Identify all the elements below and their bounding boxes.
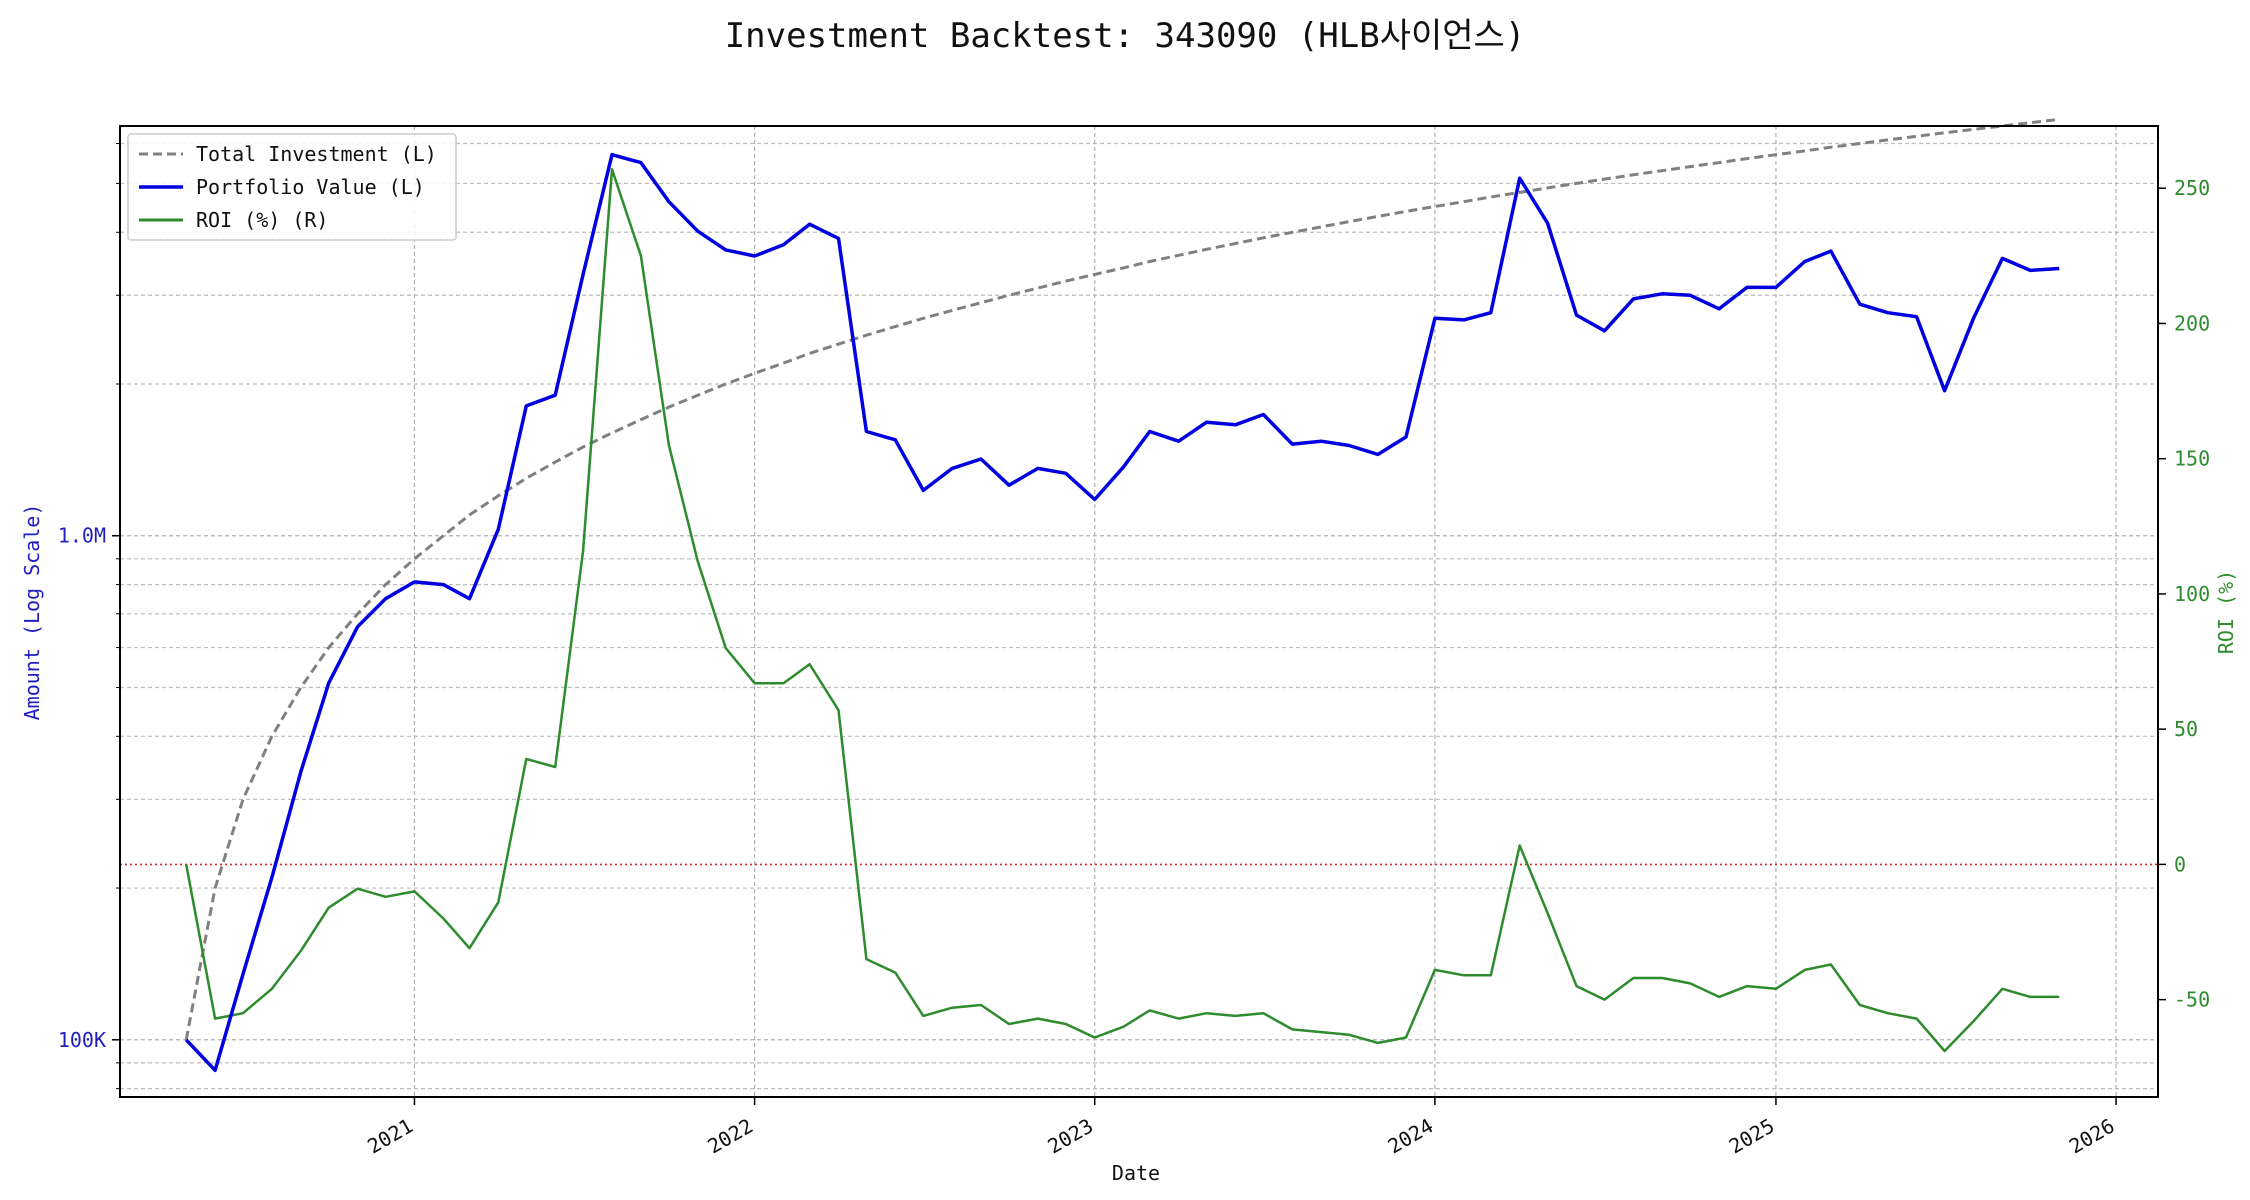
legend-label-portfolio-value: Portfolio Value (L) xyxy=(196,175,425,199)
x-tick-label: 2023 xyxy=(1044,1114,1098,1159)
legend-label-total-investment: Total Investment (L) xyxy=(196,142,437,166)
plot-frame xyxy=(119,125,2159,1098)
chart-title: Investment Backtest: 343090 (HLB사이언스) xyxy=(725,16,1526,56)
axes-layer: 2021 2022 2023 2024 2025 2026 100K 1.0M -50 0 50 10… xyxy=(58,125,2210,1159)
right-tick-label: 0 xyxy=(2174,852,2186,876)
legend-frame xyxy=(127,133,457,241)
roi-line xyxy=(184,168,2060,1053)
grid-layer xyxy=(120,126,2158,1097)
right-tick-label: -50 xyxy=(2174,988,2210,1012)
x-tick-label: 2026 xyxy=(2065,1114,2119,1159)
left-axis-title: Amount (Log Scale) xyxy=(20,504,44,721)
portfolio-value-line xyxy=(184,152,2060,1073)
series-layer xyxy=(184,117,2060,1073)
right-tick-label: 200 xyxy=(2174,311,2210,335)
left-tick-label: 1.0M xyxy=(58,524,106,548)
total-investment-line xyxy=(184,117,2060,1041)
right-tick-label: 150 xyxy=(2174,447,2210,471)
x-axis-title: Date xyxy=(1112,1161,1160,1185)
x-tick-label: 2021 xyxy=(363,1114,417,1159)
x-tick-label: 2025 xyxy=(1725,1114,1779,1159)
right-tick-label: 100 xyxy=(2174,582,2210,606)
right-tick-label: 250 xyxy=(2174,176,2210,200)
left-tick-label: 100K xyxy=(58,1028,106,1052)
x-tick-label: 2022 xyxy=(703,1114,757,1159)
right-axis-title: ROI (%) xyxy=(2214,570,2238,654)
x-tick-label: 2024 xyxy=(1384,1114,1438,1159)
right-tick-label: 50 xyxy=(2174,717,2198,741)
legend-label-roi: ROI (%) (R) xyxy=(196,208,328,232)
legend: Total Investment (L) Portfolio Value (L)… xyxy=(127,133,457,241)
